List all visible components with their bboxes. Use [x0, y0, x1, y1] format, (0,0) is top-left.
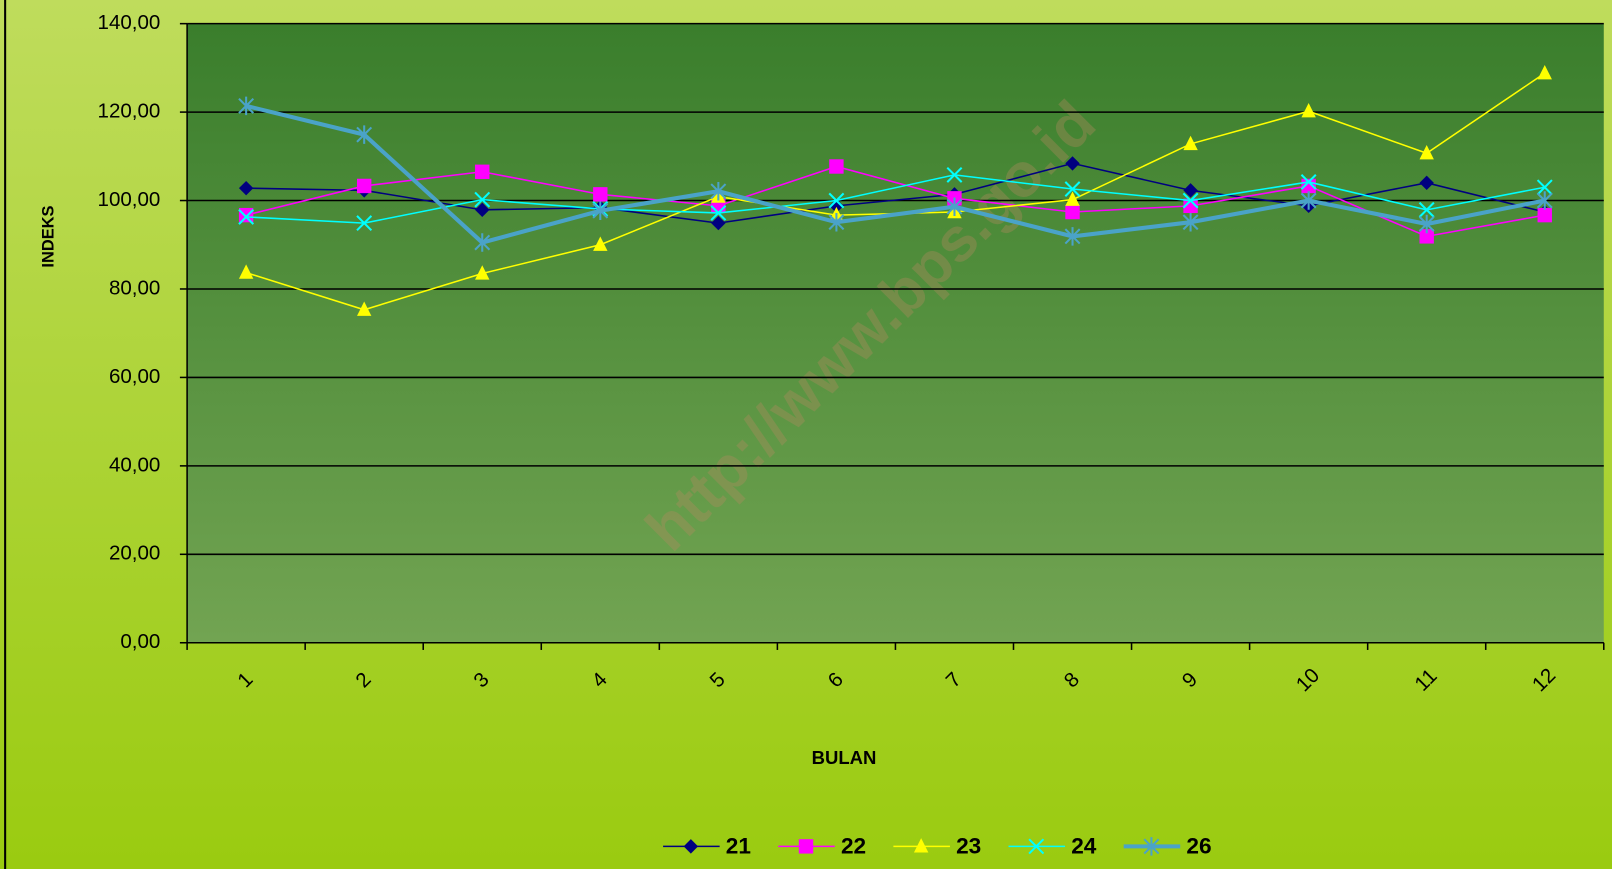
plot-area [187, 23, 1604, 643]
data-point [474, 233, 491, 252]
y-tick-label: 0,00 [120, 630, 160, 653]
series-line [246, 174, 1545, 224]
legend-label: 24 [1071, 833, 1097, 858]
data-point [1183, 198, 1198, 214]
y-axis-label: INDEKS [40, 205, 58, 267]
data-point [946, 197, 963, 216]
data-point [1537, 64, 1552, 80]
y-tick-label: 20,00 [109, 542, 160, 565]
legend-label: 22 [841, 833, 866, 858]
data-point [1419, 229, 1434, 244]
data-point [1300, 174, 1317, 190]
legend-marker [913, 838, 929, 853]
data-point [238, 96, 255, 116]
data-point [1065, 156, 1080, 171]
series-line [246, 162, 1545, 224]
legend-marker [1028, 838, 1045, 855]
x-axis-label: BULAN [812, 747, 877, 768]
data-point [946, 166, 963, 183]
data-point [356, 215, 373, 232]
data-point [828, 192, 845, 209]
data-point [1301, 102, 1316, 118]
y-tick-label: 120,00 [98, 100, 161, 123]
y-tick-label: 80,00 [109, 276, 160, 299]
data-point [1418, 201, 1435, 218]
data-point [828, 212, 845, 232]
y-tick-label: 60,00 [109, 365, 160, 388]
data-point [1183, 135, 1198, 151]
data-point [593, 187, 608, 202]
y-tick-label: 40,00 [109, 453, 160, 476]
legend-label: 23 [956, 833, 981, 858]
data-point [1537, 207, 1552, 223]
data-point [1300, 191, 1317, 210]
legend-marker [798, 839, 814, 854]
y-tick-label: 100,00 [98, 188, 161, 211]
data-point [356, 125, 373, 144]
data-point [1064, 227, 1081, 246]
y-tick-label: 140,00 [98, 11, 161, 34]
data-point [1419, 144, 1434, 160]
data-point [1419, 175, 1434, 191]
data-point [238, 208, 255, 225]
data-point [592, 201, 609, 220]
data-point [238, 207, 254, 223]
data-point [829, 198, 844, 214]
data-point [593, 236, 608, 251]
legend-label: 26 [1186, 833, 1211, 858]
data-point [1418, 214, 1435, 234]
data-point [1183, 183, 1198, 198]
data-point [238, 264, 254, 279]
series-line [245, 165, 1545, 238]
data-point [710, 181, 727, 201]
legend-marker [1143, 837, 1160, 856]
data-point [710, 204, 727, 221]
data-point [711, 215, 726, 231]
data-point [356, 301, 372, 316]
data-point [1536, 191, 1553, 210]
data-point [1536, 179, 1553, 196]
data-point [1182, 212, 1199, 232]
data-point [1182, 192, 1199, 209]
data-point [356, 178, 372, 194]
data-point [829, 159, 844, 174]
series-line [245, 103, 1546, 245]
data-point [1065, 191, 1080, 206]
data-point [475, 164, 490, 179]
data-point [1065, 204, 1080, 220]
legend-label: 21 [726, 833, 751, 858]
legend-marker [683, 839, 699, 854]
data-point [475, 265, 490, 280]
data-point [474, 191, 491, 208]
data-point [1064, 181, 1081, 197]
